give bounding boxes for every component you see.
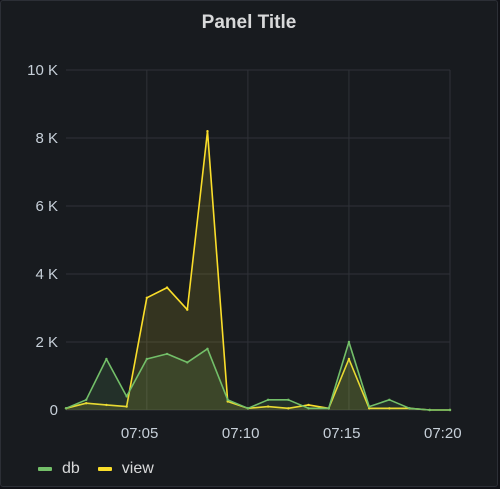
data-point-view: [388, 407, 391, 410]
data-point-view: [266, 405, 270, 408]
x-tick-label: 07:05: [121, 425, 159, 442]
panel-title[interactable]: Panel Title: [201, 12, 297, 33]
data-point-db: [226, 398, 229, 401]
data-point-view: [186, 308, 189, 311]
series-line-db[interactable]: [65, 341, 450, 411]
data-point-db: [145, 357, 149, 361]
data-point-db: [206, 347, 209, 350]
y-tick-label: 4 K: [35, 266, 58, 283]
data-point-db: [307, 407, 310, 410]
y-tick-label: 10 K: [27, 62, 58, 79]
data-point-db: [186, 361, 189, 364]
data-point-db: [347, 340, 351, 344]
data-point-view: [165, 286, 169, 289]
data-point-view: [125, 405, 128, 408]
legend-item-view[interactable]: view: [97, 459, 154, 479]
y-tick-label: 2 K: [35, 334, 58, 351]
legend-swatch-db: [38, 467, 52, 471]
data-point-view: [347, 357, 351, 361]
data-point-view: [105, 403, 108, 407]
y-tick-label: 6 K: [35, 198, 58, 215]
data-point-db: [287, 398, 290, 401]
legend-item-db[interactable]: db: [38, 459, 80, 479]
data-point-db: [428, 408, 431, 412]
data-point-db: [448, 408, 452, 412]
x-tick-label: 07:20: [424, 425, 462, 442]
data-point-db: [64, 407, 68, 410]
series-area-db: [66, 342, 450, 410]
data-point-view: [367, 407, 371, 410]
data-point-db: [327, 407, 330, 410]
data-point-db: [125, 395, 128, 398]
data-point-view: [307, 403, 310, 407]
data-point-view: [145, 296, 149, 299]
series-area-view: [66, 131, 450, 410]
legend-swatch-view: [97, 467, 112, 471]
data-point-db: [408, 407, 411, 410]
data-point-db: [388, 398, 391, 401]
data-point-db: [246, 407, 250, 410]
data-point-view: [85, 402, 88, 405]
data-point-db: [85, 398, 88, 401]
data-point-db: [367, 405, 371, 408]
x-tick-label: 07:15: [323, 425, 361, 442]
series-line-view[interactable]: [65, 130, 450, 411]
legend-label: db: [62, 460, 80, 477]
y-tick-label: 0: [50, 402, 58, 419]
data-point-db: [105, 357, 108, 361]
chart-legend: db view: [38, 458, 154, 480]
y-tick-label: 8 K: [35, 130, 58, 147]
legend-label: view: [121, 460, 154, 477]
data-point-view: [287, 407, 290, 410]
data-point-db: [266, 398, 270, 401]
data-point-view: [206, 130, 209, 133]
data-point-db: [165, 352, 169, 356]
x-tick-label: 07:10: [222, 425, 260, 442]
